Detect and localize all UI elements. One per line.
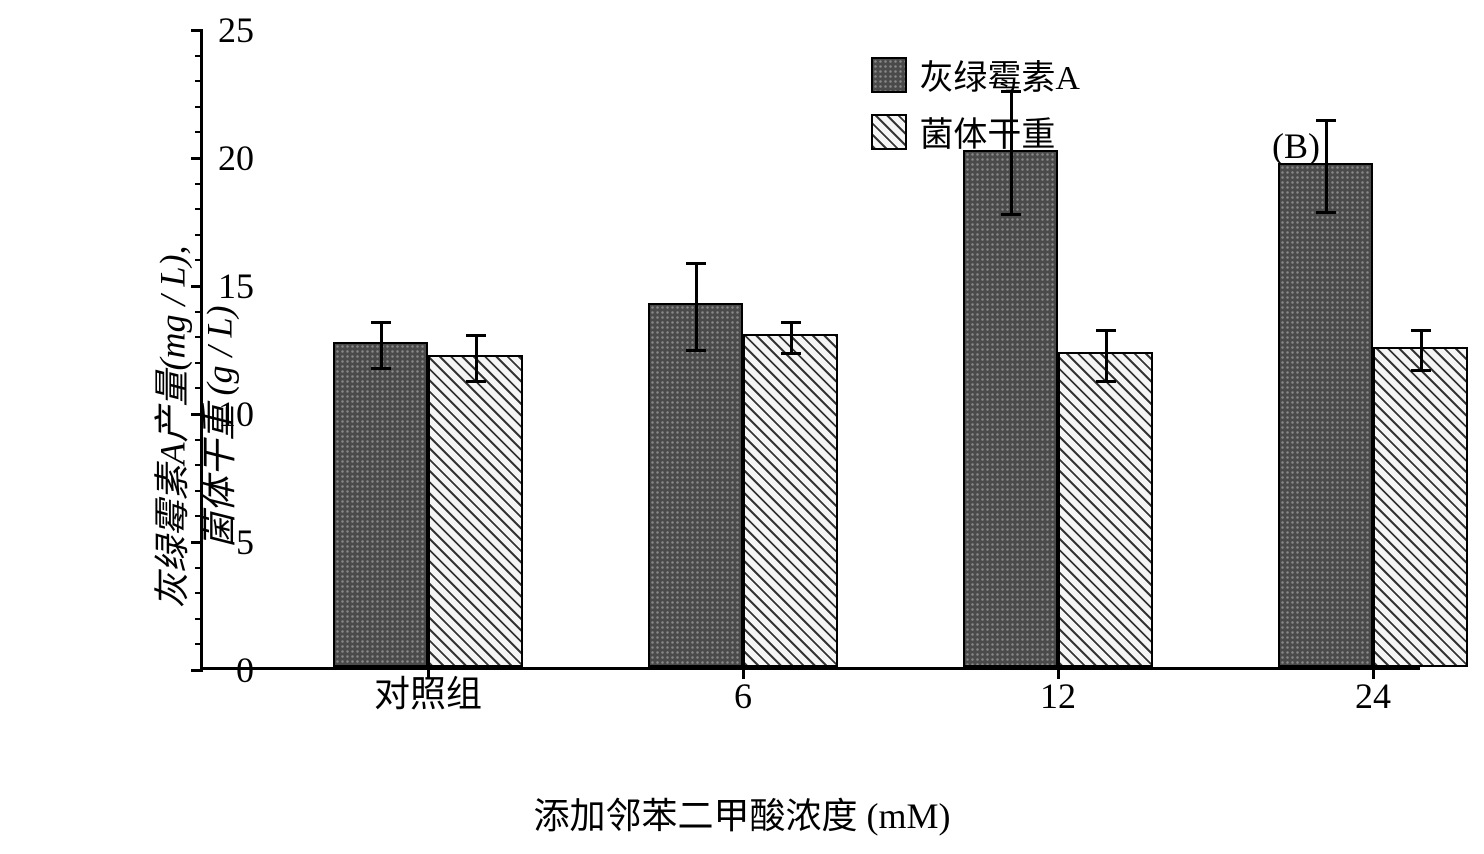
y-tick-label: 20: [218, 137, 254, 179]
error-cap-bottom: [1096, 380, 1116, 383]
y-tick: [191, 157, 203, 160]
error-cap-top: [781, 321, 801, 324]
plot-area: 灰绿霉素A 菌体干重 (B) 对照组61224: [200, 30, 1420, 670]
y-minor-tick: [195, 234, 203, 236]
bar: [333, 342, 428, 667]
y-tick: [191, 413, 203, 416]
y-minor-tick: [195, 387, 203, 389]
error-cap-bottom: [686, 349, 706, 352]
error-cap-top: [1411, 329, 1431, 332]
x-tick-label: 对照组: [374, 665, 482, 717]
y-minor-tick: [195, 208, 203, 210]
bar: [1058, 352, 1153, 667]
error-bar: [790, 322, 793, 353]
y-tick-label: 10: [218, 393, 254, 435]
error-bar: [695, 263, 698, 350]
error-cap-top: [1001, 90, 1021, 93]
y-minor-tick: [195, 464, 203, 466]
bar: [428, 355, 523, 667]
y-minor-tick: [195, 439, 203, 441]
error-cap-top: [466, 334, 486, 337]
y-minor-tick: [195, 80, 203, 82]
bar: [963, 150, 1058, 667]
y-tick: [191, 541, 203, 544]
bar: [1373, 347, 1468, 667]
error-bar: [1105, 330, 1108, 381]
y-minor-tick: [195, 183, 203, 185]
y-tick-label: 25: [218, 9, 254, 51]
error-bar: [380, 322, 383, 368]
bar: [648, 303, 743, 667]
error-cap-bottom: [1316, 211, 1336, 214]
error-cap-bottom: [781, 352, 801, 355]
error-bar: [1420, 330, 1423, 371]
y-minor-tick: [195, 55, 203, 57]
y-minor-tick: [195, 131, 203, 133]
y-minor-tick: [195, 515, 203, 517]
panel-label: (B): [1272, 125, 1320, 167]
y-tick-label: 15: [218, 265, 254, 307]
legend-label: 菌体干重: [919, 107, 1055, 156]
bar-chart-panel: 灰绿霉素A产量(mg / L), 菌体干重 (g / L) 添加邻苯二甲酸浓度 …: [0, 0, 1484, 854]
error-cap-bottom: [1411, 369, 1431, 372]
y-minor-tick: [195, 618, 203, 620]
y-tick: [191, 29, 203, 32]
x-axis-label: 添加邻苯二甲酸浓度 (mM): [534, 787, 951, 839]
error-cap-bottom: [466, 380, 486, 383]
legend-swatch-diag: [871, 114, 907, 150]
legend: 灰绿霉素A 菌体干重: [871, 50, 1080, 164]
y-minor-tick: [195, 490, 203, 492]
x-tick-label: 6: [734, 675, 752, 717]
legend-item: 灰绿霉素A: [871, 50, 1080, 99]
y-tick: [191, 669, 203, 672]
bar: [1278, 163, 1373, 667]
y-tick-label: 0: [236, 649, 254, 691]
y-minor-tick: [195, 643, 203, 645]
y-tick-label: 5: [236, 521, 254, 563]
error-cap-top: [371, 321, 391, 324]
y-minor-tick: [195, 362, 203, 364]
y-minor-tick: [195, 311, 203, 313]
y-minor-tick: [195, 567, 203, 569]
x-tick-label: 12: [1040, 675, 1076, 717]
legend-swatch-dots: [871, 57, 907, 93]
bar: [743, 334, 838, 667]
y-tick: [191, 285, 203, 288]
error-cap-bottom: [371, 367, 391, 370]
x-tick-label: 24: [1355, 675, 1391, 717]
y-minor-tick: [195, 336, 203, 338]
error-cap-top: [686, 262, 706, 265]
error-bar: [1325, 120, 1328, 212]
error-bar: [1010, 91, 1013, 214]
y-minor-tick: [195, 259, 203, 261]
error-cap-top: [1316, 119, 1336, 122]
y-minor-tick: [195, 106, 203, 108]
error-bar: [475, 335, 478, 381]
legend-item: 菌体干重: [871, 107, 1080, 156]
error-cap-top: [1096, 329, 1116, 332]
error-cap-bottom: [1001, 213, 1021, 216]
y-minor-tick: [195, 592, 203, 594]
